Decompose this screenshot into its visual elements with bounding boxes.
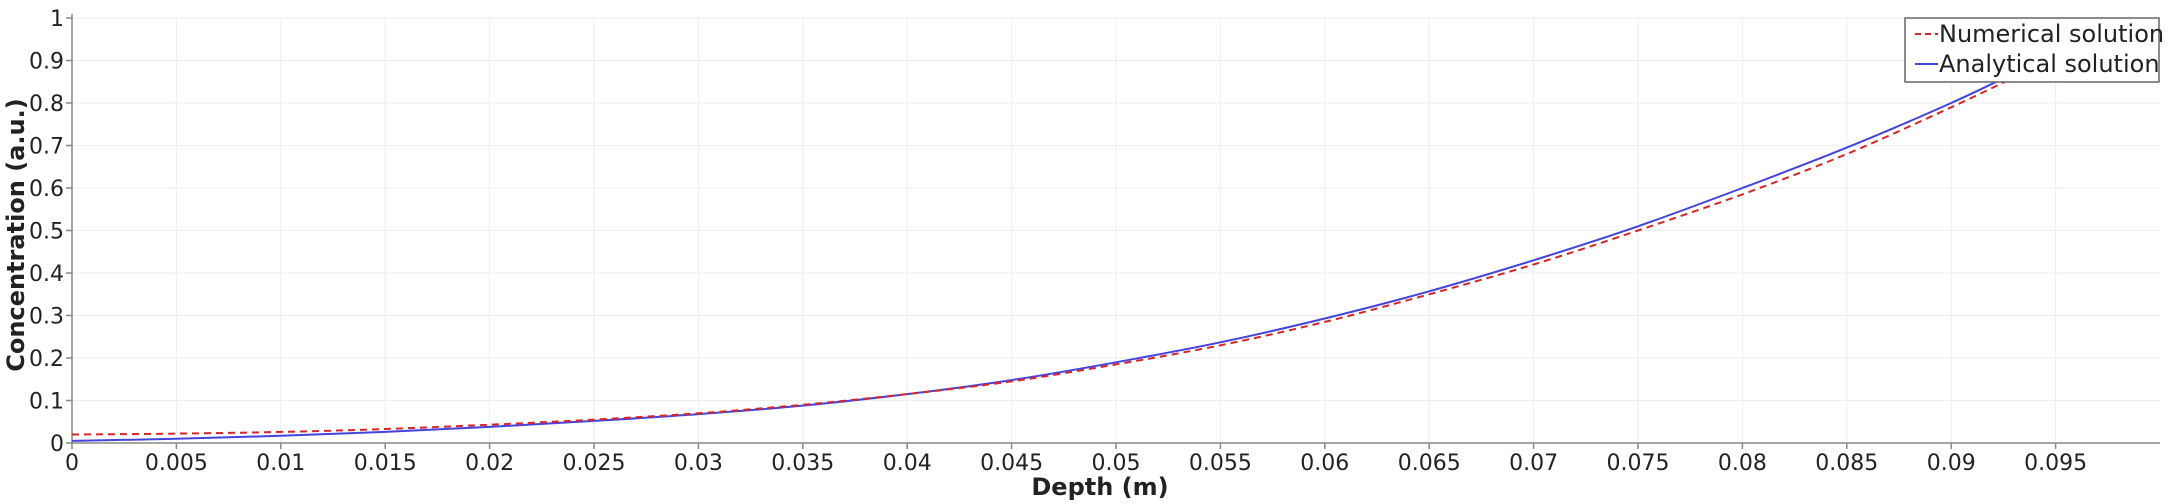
series-line-analytical-solution	[71, 72, 2015, 442]
x-tick-label: 0.035	[771, 451, 834, 476]
x-tick-label: 0.055	[1189, 451, 1252, 476]
x-tick-label: 0.06	[1300, 451, 1349, 476]
x-tick-label: 0.01	[256, 451, 305, 476]
y-tick-label: 0.5	[29, 220, 64, 245]
x-tick-label: 0.085	[1815, 451, 1878, 476]
x-axis-ticks: 0 0.005 0.01 0.015 0.02 0.025 0.03 0.035 0.04 0.0…	[65, 443, 2087, 476]
x-tick-label: 0.005	[145, 451, 208, 476]
x-tick-label: 0.065	[1398, 451, 1461, 476]
x-tick-label: 0.03	[674, 451, 723, 476]
legend[interactable]: Numerical solution Analytical solution	[1904, 17, 2164, 83]
x-tick-label: 0.075	[1607, 451, 1670, 476]
x-tick-label: 0.025	[563, 451, 626, 476]
y-tick-label: 0.2	[29, 347, 64, 372]
series-lines	[71, 72, 2015, 442]
x-tick-label: 0.045	[980, 451, 1043, 476]
grid	[71, 17, 2160, 444]
y-tick-label: 0.9	[29, 50, 64, 75]
legend-box	[1904, 17, 2160, 83]
y-tick-label: 0.1	[29, 390, 64, 415]
y-tick-label: 0.7	[29, 135, 64, 160]
y-tick-label: 0.4	[29, 262, 64, 287]
legend-label-analytical: Analytical solution	[1939, 50, 2160, 78]
y-axis-title: Concentration (a.u.)	[2, 98, 30, 371]
y-tick-label: 0.3	[29, 305, 64, 330]
x-tick-label: 0.015	[354, 451, 417, 476]
x-tick-label: 0.07	[1509, 451, 1558, 476]
x-tick-label: 0.08	[1718, 451, 1767, 476]
x-tick-label: 0.05	[1092, 451, 1141, 476]
x-tick-label: 0	[65, 451, 79, 476]
series-line-numerical-solution	[71, 76, 2015, 436]
y-tick-label: 0.6	[29, 177, 64, 202]
x-tick-label: 0.04	[883, 451, 932, 476]
y-tick-label: 0	[50, 432, 64, 457]
x-tick-label: 0.095	[2024, 451, 2087, 476]
legend-label-numerical: Numerical solution	[1939, 20, 2164, 48]
x-axis-title: Depth (m)	[1031, 473, 1168, 500]
x-tick-label: 0.09	[1927, 451, 1976, 476]
y-tick-label: 1	[50, 7, 64, 32]
x-tick-label: 0.02	[465, 451, 514, 476]
y-tick-label: 0.8	[29, 92, 64, 117]
y-axis-ticks: 0 0.1 0.2 0.3 0.4 0.5 0.6 0.7 0.8 0.9 1	[29, 7, 72, 457]
